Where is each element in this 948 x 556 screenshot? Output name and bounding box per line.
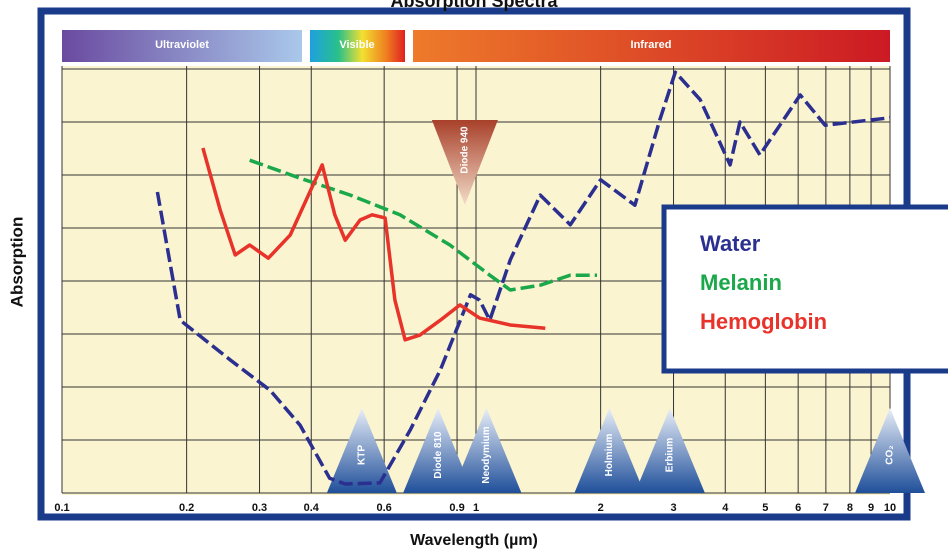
laser-label: CO₂ xyxy=(885,445,896,464)
legend-entry: Water xyxy=(700,231,761,256)
laser-label: Diode 940 xyxy=(460,126,471,174)
x-tick-label: 7 xyxy=(823,502,829,514)
x-tick-label: 1 xyxy=(473,502,479,514)
band-ultraviolet xyxy=(62,30,302,62)
x-tick-label: 0.2 xyxy=(179,502,194,514)
laser-marker xyxy=(326,408,397,493)
legend: Water Melanin Hemoglobin xyxy=(661,204,948,374)
band-visible xyxy=(310,30,405,62)
legend-entry: Hemoglobin xyxy=(700,309,827,334)
band-label: Ultraviolet xyxy=(155,39,209,51)
x-tick-label: 5 xyxy=(762,502,768,514)
series-line xyxy=(201,147,546,342)
x-tick-label: 10 xyxy=(884,502,896,514)
x-tick-label: 8 xyxy=(847,502,853,514)
laser-marker xyxy=(403,408,474,493)
band-label: Infrared xyxy=(631,39,672,51)
series-line xyxy=(249,158,597,292)
x-tick-label: 9 xyxy=(868,502,874,514)
x-axis-title: Wavelength (µm) xyxy=(410,532,538,549)
legend-box xyxy=(661,204,948,374)
x-tick-label: 3 xyxy=(670,502,676,514)
laser-marker xyxy=(634,408,705,493)
x-tick-label: 6 xyxy=(795,502,801,514)
laser-marker xyxy=(855,408,925,493)
lasers: KTP Diode 810 Neodymium Holmium Erbium CO₂ Dio… xyxy=(326,120,925,493)
x-tick-label: 0.9 xyxy=(449,502,464,514)
x-tick-label: 2 xyxy=(598,502,604,514)
lines xyxy=(155,70,891,486)
laser-marker xyxy=(574,408,645,493)
band-label: Visible xyxy=(339,39,374,51)
laser-label: Neodymium xyxy=(481,426,492,483)
y-axis-title: Absorption xyxy=(7,217,26,308)
laser-marker xyxy=(431,120,498,205)
laser-label: Diode 810 xyxy=(433,431,444,479)
x-tick-label: 4 xyxy=(722,502,729,514)
legend-entry: Melanin xyxy=(700,270,782,295)
x-tick-label: 0.6 xyxy=(377,502,392,514)
laser-label: Holmium xyxy=(604,434,615,477)
x-tick-label: 0.4 xyxy=(304,502,320,514)
laser-label: Erbium xyxy=(665,438,676,473)
laser-marker xyxy=(451,408,522,493)
laser-label: KTP xyxy=(356,445,367,465)
band-infrared xyxy=(413,30,890,62)
chart-title: Absorption Spectra xyxy=(390,0,558,11)
series-line xyxy=(155,70,891,486)
x-tick-label: 0.3 xyxy=(252,502,267,514)
x-tick-label: 0.1 xyxy=(54,502,69,514)
